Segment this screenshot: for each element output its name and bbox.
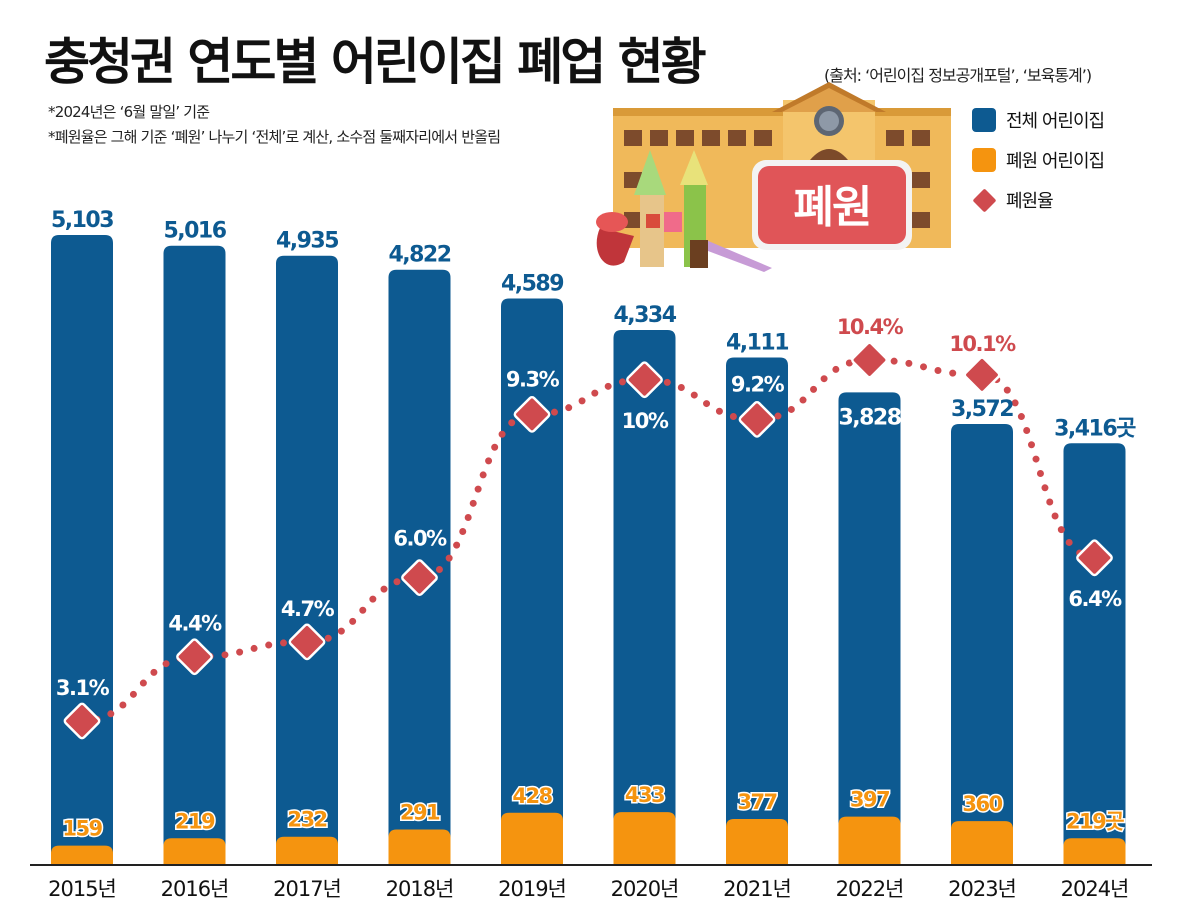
closed-daycare-illustration: 폐원 bbox=[596, 82, 951, 272]
rate-marker bbox=[63, 702, 101, 740]
bar-closed bbox=[951, 821, 1013, 865]
closed-value-label: 428 bbox=[512, 784, 552, 808]
x-tick-label: 2020년 bbox=[611, 877, 679, 901]
legend-diamond-icon bbox=[972, 187, 997, 213]
rate-marker bbox=[176, 638, 213, 676]
x-tick-label: 2018년 bbox=[386, 877, 454, 901]
closed-value-label: 397 bbox=[850, 788, 889, 812]
legend-label-total: 전체 어린이집 bbox=[1006, 111, 1105, 132]
bar-closed bbox=[1063, 838, 1126, 865]
x-tick-label: 2019년 bbox=[498, 877, 566, 901]
closed-value-label: 377 bbox=[737, 790, 776, 814]
bar-closed bbox=[276, 836, 338, 865]
closed-sign-text: 폐원 bbox=[794, 182, 871, 233]
rate-line bbox=[78, 356, 1098, 725]
rate-value-label: 10.1% bbox=[949, 332, 1016, 356]
bar-closed bbox=[388, 829, 451, 865]
legend-label-closed: 폐원 어린이집 bbox=[1006, 151, 1105, 172]
rate-value-label: 4.4% bbox=[168, 612, 222, 636]
total-value-label: 4,589 bbox=[501, 271, 563, 296]
x-tick-label: 2016년 bbox=[161, 877, 229, 901]
legend-label-rate: 폐원율 bbox=[1006, 191, 1054, 212]
bar-total bbox=[613, 329, 676, 866]
closed-value-label: 291 bbox=[400, 800, 440, 824]
bar-total bbox=[51, 235, 113, 865]
rate-marker bbox=[288, 623, 326, 661]
x-tick-label: 2024년 bbox=[1061, 877, 1129, 901]
bar-closed bbox=[163, 838, 226, 865]
rate-value-label: 4.7% bbox=[281, 597, 335, 621]
closed-value-label: 159 bbox=[62, 817, 102, 841]
bar-total bbox=[163, 245, 226, 866]
source-note: (출처: ‘어린이집 정보공개포털’, ‘보육통계’) bbox=[824, 66, 1092, 85]
x-tick-label: 2017년 bbox=[273, 877, 341, 901]
rate-value-label: 9.3% bbox=[506, 367, 560, 391]
x-tick-label: 2022년 bbox=[836, 877, 904, 901]
bar-closed bbox=[613, 812, 676, 865]
legend-item-total: 전체 어린이집 bbox=[972, 108, 1105, 132]
footnote-2024: *2024년은 ‘6월 말일’ 기준 bbox=[48, 103, 210, 121]
legend-swatch-total bbox=[972, 108, 996, 132]
bar-closed bbox=[838, 816, 901, 865]
total-value-label: 4,822 bbox=[388, 243, 450, 268]
rate-marker bbox=[851, 341, 888, 379]
legend: 전체 어린이집 폐원 어린이집 폐원율 bbox=[972, 108, 1105, 228]
bar-total bbox=[501, 298, 563, 865]
total-value-label: 3,416곳 bbox=[1054, 416, 1136, 441]
chart-title: 충청권 연도별 어린이집 폐업 현황 bbox=[44, 33, 707, 91]
bar-total bbox=[838, 392, 901, 865]
bar-closed bbox=[51, 845, 113, 865]
total-value-label: 5,103 bbox=[51, 208, 113, 233]
x-tick-label: 2023년 bbox=[948, 877, 1016, 901]
rate-marker bbox=[626, 361, 663, 399]
rate-value-label: 10% bbox=[622, 409, 669, 433]
total-value-label: 3,572 bbox=[951, 397, 1013, 422]
legend-item-closed: 폐원 어린이집 bbox=[972, 148, 1105, 172]
total-value-label: 4,334 bbox=[613, 303, 676, 328]
rate-marker bbox=[963, 356, 1001, 394]
total-value-label: 4,111 bbox=[726, 330, 788, 355]
rate-value-label: 9.2% bbox=[731, 372, 785, 396]
legend-swatch-closed bbox=[972, 148, 996, 172]
rate-marker bbox=[401, 559, 438, 596]
bar-closed bbox=[726, 819, 788, 865]
bar-total bbox=[276, 255, 338, 866]
x-tick-label: 2021년 bbox=[723, 877, 791, 901]
closed-value-label: 433 bbox=[625, 783, 664, 807]
rate-marker bbox=[738, 400, 776, 438]
rate-marker bbox=[513, 396, 551, 433]
bar-closed bbox=[501, 812, 563, 865]
footnote-rate-method: *폐원율은 그해 기준 ‘폐원’ 나누기 ‘전체’로 계산, 소수점 둘째자리에… bbox=[48, 128, 501, 146]
bar-total bbox=[726, 357, 788, 865]
bar-total bbox=[1063, 443, 1126, 865]
closed-value-label: 360 bbox=[962, 792, 1002, 816]
bar-total bbox=[951, 424, 1013, 865]
rate-value-label: 6.4% bbox=[1068, 587, 1122, 611]
rate-value-label: 3.1% bbox=[56, 676, 110, 700]
rate-value-label: 10.4% bbox=[837, 315, 904, 339]
x-tick-label: 2015년 bbox=[48, 877, 116, 901]
closed-value-label: 232 bbox=[287, 808, 326, 832]
legend-item-rate: 폐원율 bbox=[972, 187, 1104, 213]
rate-marker bbox=[1076, 539, 1113, 577]
total-value-label: 5,016 bbox=[163, 219, 226, 244]
closed-value-label: 219곳 bbox=[1066, 809, 1124, 833]
rate-value-label: 6.0% bbox=[393, 527, 447, 551]
closed-value-label: 219 bbox=[175, 809, 215, 833]
total-value-label: 3,828 bbox=[838, 405, 900, 430]
total-value-label: 4,935 bbox=[276, 229, 338, 254]
